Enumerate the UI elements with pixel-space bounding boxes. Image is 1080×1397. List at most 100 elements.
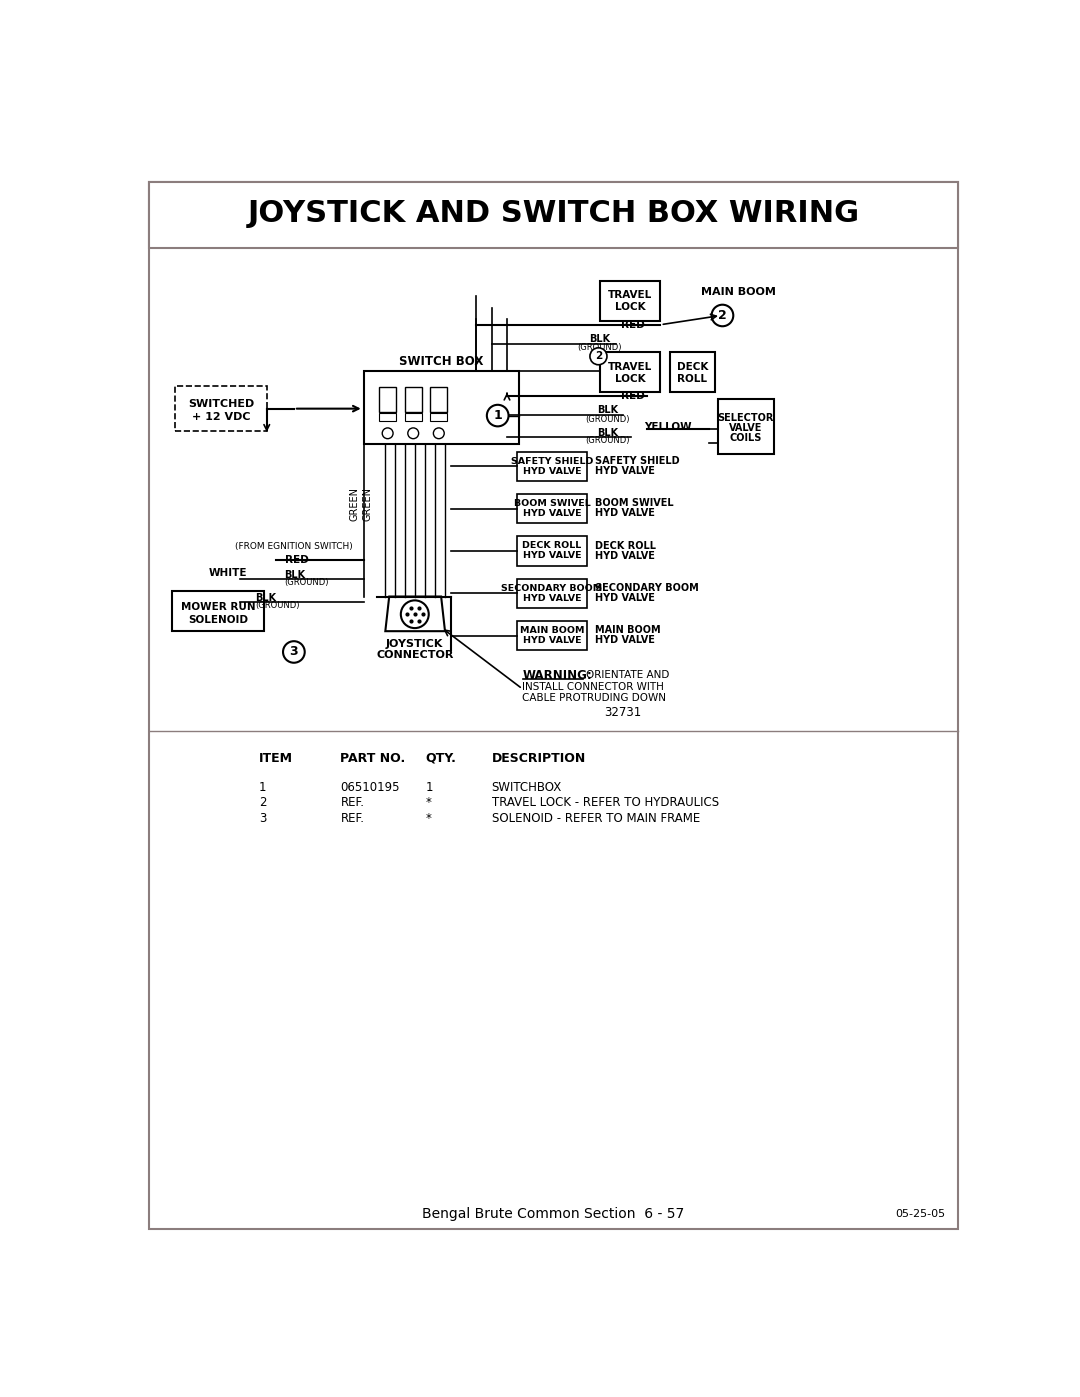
Text: (GROUND): (GROUND): [585, 436, 630, 446]
Text: HYD VALVE: HYD VALVE: [595, 636, 654, 645]
Text: RED: RED: [621, 320, 645, 330]
Bar: [379, 414, 396, 420]
Text: 3: 3: [259, 812, 267, 824]
Text: (FROM EGNITION SWITCH): (FROM EGNITION SWITCH): [235, 542, 353, 550]
Bar: [430, 414, 447, 420]
Text: SWITCHBOX: SWITCHBOX: [491, 781, 562, 793]
Text: BLK: BLK: [284, 570, 306, 580]
Text: SWITCHED: SWITCHED: [188, 400, 254, 409]
Circle shape: [433, 427, 444, 439]
Text: MAIN BOOM: MAIN BOOM: [519, 626, 584, 634]
Text: SELECTOR: SELECTOR: [717, 414, 774, 423]
Text: ITEM: ITEM: [259, 752, 293, 764]
Text: 1: 1: [259, 781, 267, 793]
Text: + 12 VDC: + 12 VDC: [192, 412, 251, 422]
Text: SOLENOID: SOLENOID: [188, 615, 248, 624]
Text: ORIENTATE AND: ORIENTATE AND: [586, 671, 670, 680]
Text: TRAVEL LOCK - REFER TO HYDRAULICS: TRAVEL LOCK - REFER TO HYDRAULICS: [491, 796, 718, 809]
Circle shape: [590, 348, 607, 365]
Text: 1: 1: [426, 781, 433, 793]
Bar: [517, 622, 586, 651]
Bar: [405, 414, 422, 420]
Text: HYD VALVE: HYD VALVE: [595, 509, 654, 518]
Bar: [600, 352, 661, 393]
Text: SOLENOID - REFER TO MAIN FRAME: SOLENOID - REFER TO MAIN FRAME: [491, 812, 700, 824]
Bar: [364, 372, 518, 444]
Text: BOOM SWIVEL: BOOM SWIVEL: [595, 499, 673, 509]
Bar: [175, 387, 267, 432]
Bar: [149, 182, 958, 247]
Text: CONNECTOR: CONNECTOR: [376, 650, 454, 659]
Text: HYD VALVE: HYD VALVE: [595, 467, 654, 476]
Bar: [172, 591, 264, 631]
Text: MOWER RUN: MOWER RUN: [180, 602, 255, 612]
Bar: [670, 352, 715, 393]
Text: VALVE: VALVE: [729, 423, 762, 433]
Text: GREEN: GREEN: [363, 488, 373, 521]
Text: SECONDARY BOOM: SECONDARY BOOM: [595, 583, 699, 594]
Circle shape: [283, 641, 305, 662]
Text: 32731: 32731: [605, 705, 642, 718]
Text: BOOM SWIVEL: BOOM SWIVEL: [514, 499, 591, 509]
Text: 06510195: 06510195: [340, 781, 400, 793]
Text: (GROUND): (GROUND): [255, 601, 299, 610]
Text: SAFETY SHIELD: SAFETY SHIELD: [511, 457, 593, 465]
Bar: [405, 387, 422, 412]
Text: DECK ROLL: DECK ROLL: [523, 541, 581, 550]
Text: COILS: COILS: [729, 433, 761, 443]
Text: YELLOW: YELLOW: [645, 422, 692, 432]
Text: *: *: [426, 796, 432, 809]
Text: 2: 2: [259, 796, 267, 809]
Text: HYD VALVE: HYD VALVE: [523, 636, 581, 645]
Text: 2: 2: [595, 351, 602, 362]
Text: REF.: REF.: [340, 812, 364, 824]
Text: HYD VALVE: HYD VALVE: [523, 467, 581, 475]
Text: BLK: BLK: [255, 594, 276, 604]
Bar: [517, 451, 586, 481]
Text: HYD VALVE: HYD VALVE: [523, 594, 581, 602]
Text: WARNING:: WARNING:: [523, 669, 592, 682]
Text: 1: 1: [494, 409, 502, 422]
Text: JOYSTICK: JOYSTICK: [386, 640, 444, 650]
Text: ROLL: ROLL: [677, 374, 707, 384]
Circle shape: [401, 601, 429, 629]
Text: Bengal Brute Common Section  6 - 57: Bengal Brute Common Section 6 - 57: [422, 1207, 685, 1221]
Circle shape: [408, 427, 419, 439]
Circle shape: [487, 405, 509, 426]
Bar: [430, 387, 447, 412]
Text: HYD VALVE: HYD VALVE: [595, 594, 654, 604]
Text: SWITCH BOX: SWITCH BOX: [399, 355, 484, 369]
Text: DECK ROLL: DECK ROLL: [595, 541, 656, 550]
Text: LOCK: LOCK: [615, 374, 646, 384]
Text: RED: RED: [621, 391, 645, 401]
Text: BLK: BLK: [597, 405, 619, 415]
Circle shape: [382, 427, 393, 439]
Text: LOCK: LOCK: [615, 302, 646, 312]
Text: MAIN BOOM: MAIN BOOM: [701, 286, 775, 296]
Text: TRAVEL: TRAVEL: [608, 291, 652, 300]
Text: RED: RED: [284, 556, 308, 566]
Text: SAFETY SHIELD: SAFETY SHIELD: [595, 455, 679, 467]
Text: SECONDARY BOOM: SECONDARY BOOM: [501, 584, 603, 592]
Text: BLK: BLK: [597, 427, 619, 437]
Text: 3: 3: [289, 645, 298, 658]
Text: WHITE: WHITE: [208, 569, 247, 578]
Bar: [517, 578, 586, 608]
Circle shape: [712, 305, 733, 327]
Bar: [517, 536, 586, 566]
Text: JOYSTICK AND SWITCH BOX WIRING: JOYSTICK AND SWITCH BOX WIRING: [247, 198, 860, 228]
Text: HYD VALVE: HYD VALVE: [523, 509, 581, 518]
Text: REF.: REF.: [340, 796, 364, 809]
Bar: [718, 398, 773, 454]
Text: PART NO.: PART NO.: [340, 752, 406, 764]
Bar: [379, 387, 396, 412]
Text: *: *: [426, 812, 432, 824]
Bar: [517, 495, 586, 524]
Text: 05-25-05: 05-25-05: [894, 1208, 945, 1220]
Text: (GROUND): (GROUND): [585, 415, 630, 423]
Text: HYD VALVE: HYD VALVE: [523, 552, 581, 560]
Text: TRAVEL: TRAVEL: [608, 362, 652, 372]
Text: (GROUND): (GROUND): [578, 344, 622, 352]
Text: INSTALL CONNECTOR WITH: INSTALL CONNECTOR WITH: [523, 682, 664, 693]
Text: QTY.: QTY.: [426, 752, 457, 764]
